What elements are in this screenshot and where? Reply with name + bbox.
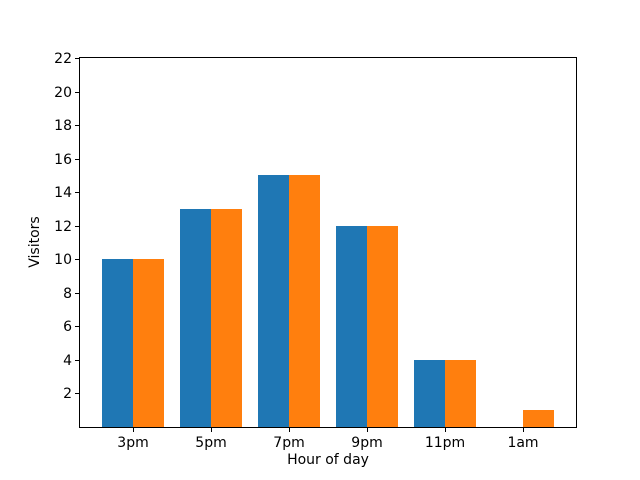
plot-area	[79, 57, 577, 428]
x-tick-label: 5pm	[195, 435, 227, 451]
bar-series-orange-7pm	[289, 175, 320, 427]
y-tick-mark	[75, 393, 79, 394]
y-tick-mark	[75, 192, 79, 193]
y-axis-title: Visitors	[27, 216, 43, 268]
y-tick-label: 20	[54, 85, 72, 101]
x-tick-label: 11pm	[424, 435, 466, 451]
y-tick-mark	[75, 293, 79, 294]
y-tick-mark	[75, 58, 79, 59]
y-tick-label: 10	[54, 252, 72, 268]
bar-series-orange-9pm	[367, 226, 398, 427]
bar-series-blue-7pm	[258, 175, 289, 427]
x-tick-mark	[211, 428, 212, 432]
bars-layer	[80, 58, 576, 427]
x-tick-label: 1am	[507, 435, 539, 451]
y-tick-label: 2	[63, 386, 72, 402]
y-tick-label: 8	[63, 286, 72, 302]
bar-series-blue-9pm	[336, 226, 367, 427]
bar-series-orange-5pm	[211, 209, 242, 427]
y-tick-mark	[75, 259, 79, 260]
bar-series-orange-11pm	[445, 360, 476, 427]
y-tick-mark	[75, 326, 79, 327]
x-axis-title: Hour of day	[287, 452, 369, 468]
y-tick-label: 22	[54, 51, 72, 67]
y-tick-mark	[75, 159, 79, 160]
y-tick-mark	[75, 92, 79, 93]
y-tick-label: 4	[63, 353, 72, 369]
y-tick-label: 18	[54, 118, 72, 134]
x-tick-mark	[367, 428, 368, 432]
y-tick-mark	[75, 226, 79, 227]
bar-series-blue-3pm	[102, 259, 133, 427]
y-tick-label: 14	[54, 185, 72, 201]
y-tick-label: 16	[54, 152, 72, 168]
x-tick-mark	[289, 428, 290, 432]
bar-series-orange-1am	[523, 410, 554, 427]
bar-series-orange-3pm	[133, 259, 164, 427]
x-tick-label: 7pm	[273, 435, 305, 451]
x-tick-label: 9pm	[351, 435, 383, 451]
x-tick-mark	[445, 428, 446, 432]
bar-series-blue-11pm	[414, 360, 445, 427]
y-tick-mark	[75, 125, 79, 126]
x-tick-label: 3pm	[117, 435, 149, 451]
bar-series-blue-5pm	[180, 209, 211, 427]
x-tick-mark	[523, 428, 524, 432]
y-tick-mark	[75, 360, 79, 361]
y-tick-label: 12	[54, 219, 72, 235]
x-tick-mark	[133, 428, 134, 432]
y-tick-label: 6	[63, 319, 72, 335]
